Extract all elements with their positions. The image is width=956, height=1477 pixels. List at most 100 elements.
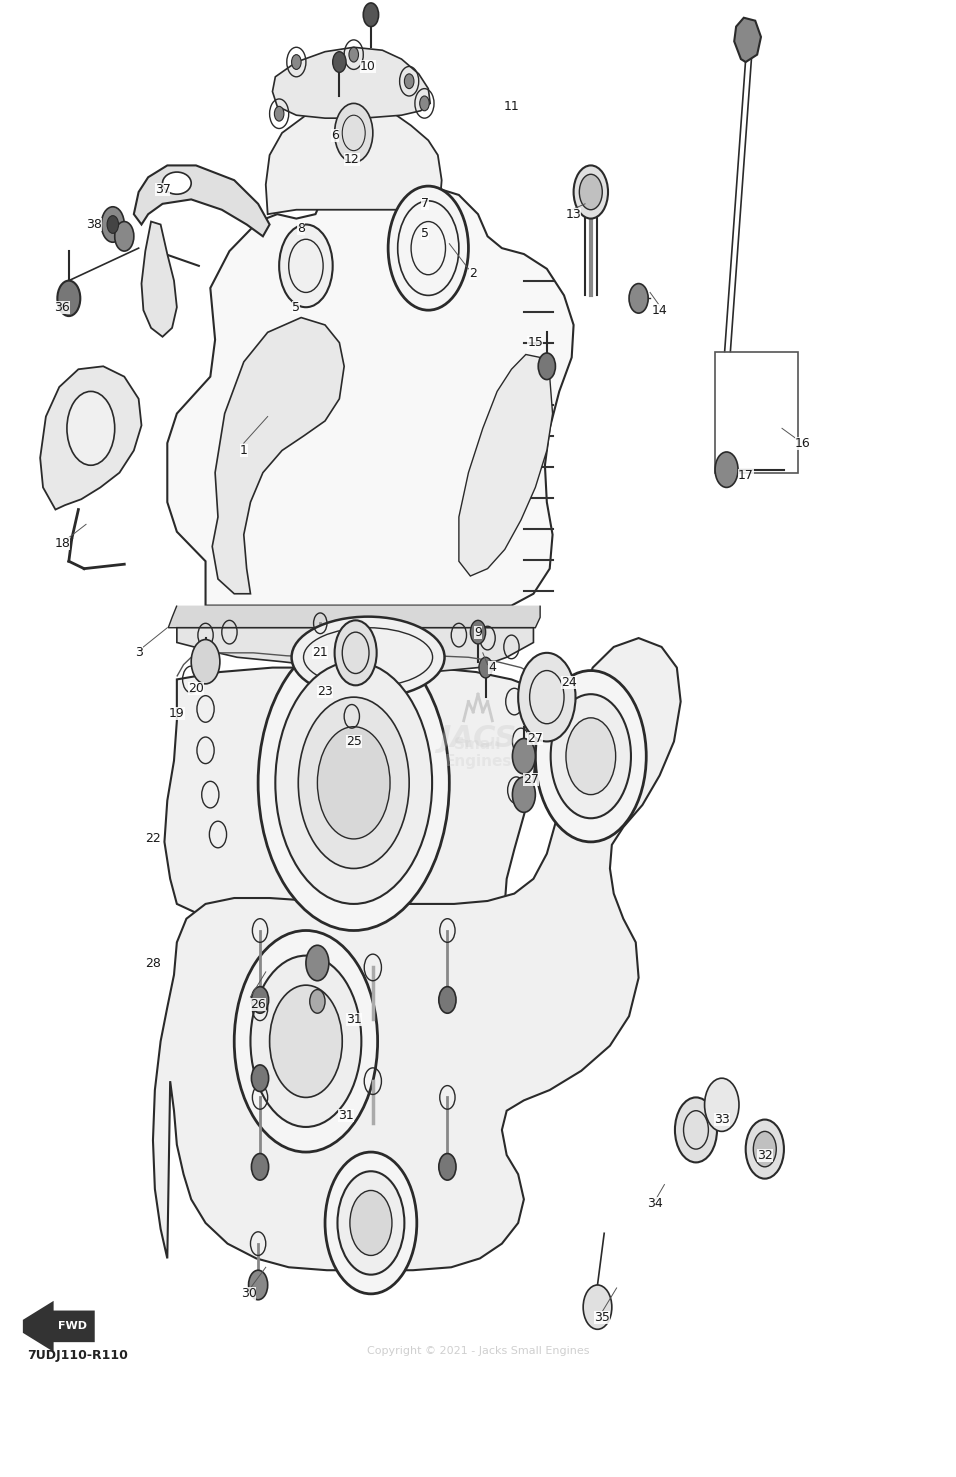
Text: 7: 7	[422, 198, 429, 210]
Text: 4: 4	[489, 662, 496, 674]
Text: 10: 10	[360, 61, 376, 72]
Circle shape	[234, 931, 378, 1152]
Circle shape	[57, 281, 80, 316]
Text: 14: 14	[652, 304, 667, 316]
Text: 31: 31	[346, 1013, 361, 1025]
Polygon shape	[40, 366, 141, 510]
Text: 3: 3	[135, 647, 142, 659]
Circle shape	[538, 353, 555, 380]
Text: 11: 11	[504, 100, 519, 112]
Text: 2: 2	[469, 267, 477, 279]
Text: 17: 17	[738, 470, 753, 482]
Circle shape	[258, 635, 449, 931]
Text: 19: 19	[169, 707, 185, 719]
Circle shape	[404, 74, 414, 89]
Text: 7UDJ110-R110: 7UDJ110-R110	[27, 1350, 128, 1362]
Text: 28: 28	[145, 957, 161, 969]
Circle shape	[439, 1154, 456, 1180]
Ellipse shape	[292, 617, 445, 697]
Text: Copyright © 2021 - Jacks Small Engines: Copyright © 2021 - Jacks Small Engines	[367, 1347, 589, 1356]
Text: 1: 1	[240, 445, 248, 456]
Polygon shape	[153, 638, 681, 1270]
Circle shape	[115, 222, 134, 251]
Text: 5: 5	[293, 301, 300, 313]
Polygon shape	[141, 222, 177, 337]
Text: 36: 36	[54, 301, 70, 313]
Text: 15: 15	[528, 337, 543, 349]
Circle shape	[753, 1131, 776, 1167]
Circle shape	[566, 718, 616, 795]
Text: 38: 38	[86, 219, 101, 230]
Text: 5: 5	[422, 227, 429, 239]
Circle shape	[705, 1078, 739, 1131]
Text: 9: 9	[474, 626, 482, 638]
Circle shape	[335, 620, 377, 685]
Circle shape	[512, 777, 535, 812]
Polygon shape	[177, 628, 533, 672]
Text: 16: 16	[795, 437, 811, 449]
Polygon shape	[24, 1303, 94, 1350]
Circle shape	[335, 103, 373, 162]
Text: JACS: JACS	[440, 724, 516, 753]
Circle shape	[715, 452, 738, 487]
Circle shape	[512, 738, 535, 774]
Text: 12: 12	[344, 154, 359, 165]
Circle shape	[67, 391, 115, 465]
Circle shape	[551, 694, 631, 818]
Circle shape	[306, 945, 329, 981]
Text: 22: 22	[145, 833, 161, 845]
Circle shape	[274, 106, 284, 121]
Circle shape	[310, 990, 325, 1013]
Ellipse shape	[163, 171, 191, 195]
Polygon shape	[212, 318, 344, 594]
Circle shape	[349, 47, 358, 62]
Circle shape	[275, 662, 432, 904]
Circle shape	[317, 727, 390, 839]
Circle shape	[574, 165, 608, 219]
Polygon shape	[459, 354, 553, 576]
Text: 32: 32	[757, 1149, 772, 1161]
Circle shape	[279, 225, 333, 307]
Text: 6: 6	[331, 130, 338, 142]
Text: 34: 34	[647, 1198, 663, 1210]
Text: 24: 24	[561, 676, 576, 688]
Text: FWD: FWD	[58, 1322, 87, 1331]
Text: Small
Engines: Small Engines	[445, 737, 511, 770]
Circle shape	[420, 96, 429, 111]
Text: 8: 8	[297, 223, 305, 235]
Circle shape	[292, 55, 301, 69]
Text: 26: 26	[250, 998, 266, 1010]
Text: 21: 21	[313, 647, 328, 659]
Circle shape	[325, 1152, 417, 1294]
Text: 23: 23	[317, 685, 333, 697]
Circle shape	[191, 640, 220, 684]
Text: 13: 13	[566, 208, 581, 220]
Text: 25: 25	[346, 736, 361, 747]
Polygon shape	[168, 606, 540, 628]
Circle shape	[363, 3, 379, 27]
Circle shape	[270, 985, 342, 1097]
Circle shape	[629, 284, 648, 313]
Text: 35: 35	[595, 1312, 610, 1323]
Text: 18: 18	[54, 538, 70, 549]
Polygon shape	[164, 668, 537, 931]
Circle shape	[250, 956, 361, 1127]
Circle shape	[101, 207, 124, 242]
Text: 27: 27	[523, 774, 538, 786]
Polygon shape	[272, 47, 430, 118]
Polygon shape	[266, 103, 442, 214]
Circle shape	[579, 174, 602, 210]
Polygon shape	[734, 18, 761, 62]
Circle shape	[388, 186, 468, 310]
Circle shape	[249, 1270, 268, 1300]
Circle shape	[746, 1120, 784, 1179]
Circle shape	[439, 987, 456, 1013]
Text: 31: 31	[338, 1109, 354, 1121]
Circle shape	[107, 216, 119, 233]
Circle shape	[251, 1065, 269, 1092]
Circle shape	[535, 671, 646, 842]
Circle shape	[350, 1190, 392, 1255]
Circle shape	[583, 1285, 612, 1329]
Text: 30: 30	[241, 1288, 256, 1300]
Circle shape	[251, 1154, 269, 1180]
